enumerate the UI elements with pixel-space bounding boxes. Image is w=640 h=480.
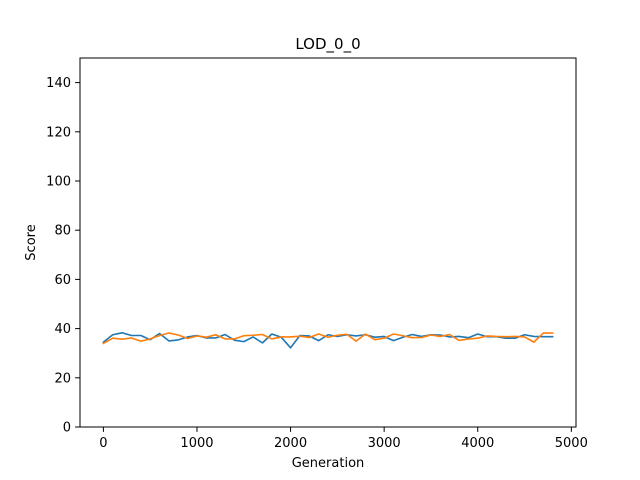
series-line-1 [102,331,554,349]
y-axis-ticks: 0 20 40 60 80 100 120 140 [46,76,80,436]
y-tick-label: 80 [54,224,71,239]
x-axis-ticks: 0 1000 2000 3000 4000 5000 [99,427,588,451]
x-tick-label: 4000 [461,436,494,451]
axes-frame [79,57,577,428]
axes-spines [79,57,577,428]
chart-title: LOD_0_0 [295,35,360,54]
y-tick-label: 40 [54,322,71,337]
y-tick-label: 0 [63,421,71,436]
y-axis-label: Score [24,224,39,260]
x-tick-label: 2000 [274,436,307,451]
x-axis-label: Generation [292,456,365,471]
x-tick-label: 5000 [555,436,588,451]
y-tick-label: 100 [46,175,71,190]
y-tick-label: 20 [54,371,71,386]
x-tick-label: 0 [99,436,107,451]
x-tick-label: 3000 [368,436,401,451]
y-tick-label: 140 [46,76,71,91]
series-line-2 [102,332,554,345]
y-tick-label: 120 [46,125,71,140]
series-layer [102,331,554,349]
x-tick-label: 1000 [180,436,213,451]
plot-area [80,58,576,427]
y-tick-label: 60 [54,273,71,288]
